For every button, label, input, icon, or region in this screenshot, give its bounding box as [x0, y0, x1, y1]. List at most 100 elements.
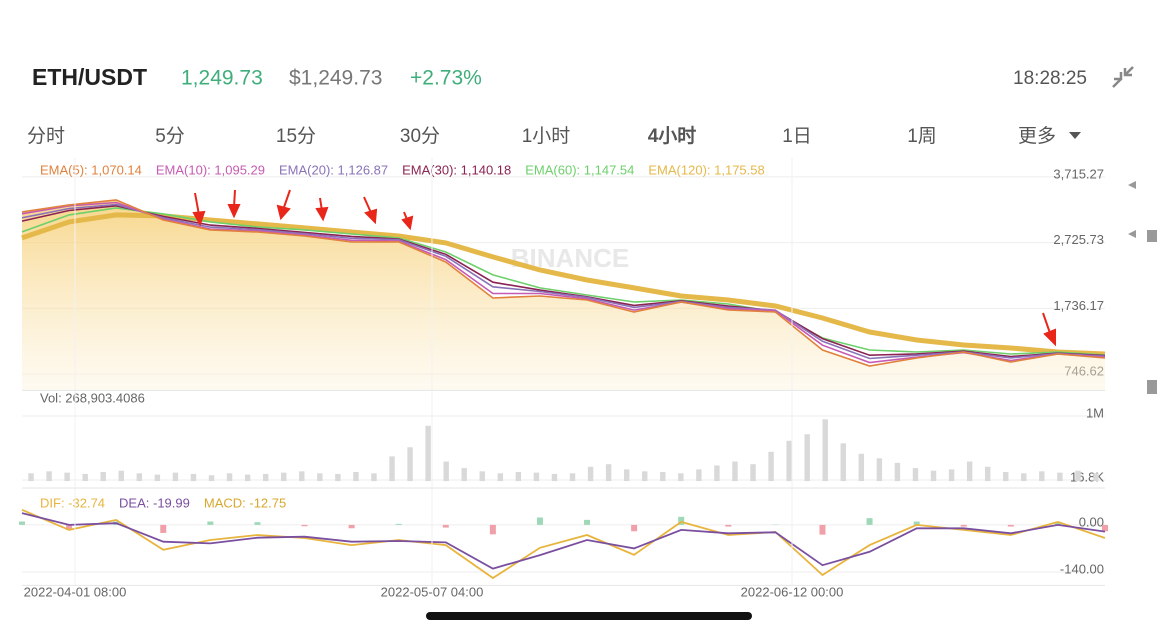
macd-bar — [302, 525, 308, 526]
volume-bar — [82, 474, 87, 481]
volume-bar — [353, 472, 358, 481]
volume-bar — [768, 452, 773, 481]
y-tick-label: 2,725.73 — [1053, 232, 1104, 247]
volume-bar — [64, 473, 69, 481]
volume-bar — [804, 434, 809, 481]
volume-bar — [281, 473, 286, 481]
x-tick-label: 2022-05-07 04:00 — [381, 584, 484, 599]
tab[interactable]: 5分 — [155, 125, 185, 147]
volume-bar — [534, 473, 539, 481]
volume-bar — [588, 467, 593, 481]
legend-entry: MACD: -12.75 — [204, 495, 286, 510]
macd-bar — [725, 525, 731, 527]
macd-line — [22, 510, 1105, 578]
x-tick-label: 2022-04-01 08:00 — [24, 584, 127, 599]
clock: 18:28:25 — [1013, 68, 1087, 89]
macd-bar — [490, 525, 496, 534]
volume-bar — [877, 458, 882, 481]
volume-bar — [967, 462, 972, 482]
macd-bar — [19, 522, 25, 525]
volume-bar — [786, 441, 791, 481]
volume-bar — [101, 472, 106, 481]
macd-bar — [254, 522, 260, 525]
volume-bar — [624, 469, 629, 481]
macd-bar — [349, 525, 355, 528]
tab[interactable]: 1日 — [782, 126, 812, 147]
volume-bar — [750, 464, 755, 481]
tab[interactable]: 30分 — [400, 125, 440, 147]
volume-bar — [173, 473, 178, 481]
home-indicator — [426, 612, 752, 620]
macd-bar — [207, 522, 213, 525]
macd-bar — [1102, 525, 1108, 531]
y-tick-label: 1M — [1086, 405, 1104, 420]
tab[interactable]: 4小时 — [648, 125, 697, 147]
macd-bar — [537, 517, 543, 524]
volume-bar — [985, 467, 990, 481]
volume-bar — [498, 473, 503, 481]
volume-bar — [155, 475, 160, 482]
volume-bar — [137, 473, 142, 481]
y-tick-label: 0.00 — [1079, 514, 1104, 529]
y-tick-label: -140.00 — [1060, 561, 1104, 576]
volume-bar — [696, 469, 701, 481]
macd-bar — [160, 525, 166, 533]
legend-entry: EMA(20): 1,126.87 — [279, 162, 388, 177]
volume-bar — [1075, 471, 1080, 481]
volume-bar — [678, 473, 683, 481]
volume-bar — [371, 473, 376, 481]
volume-bar — [389, 456, 394, 481]
volume-bar — [335, 474, 340, 481]
volume-bar — [859, 454, 864, 481]
volume-bar — [119, 471, 124, 481]
volume-bar — [245, 475, 250, 482]
legend-entry: EMA(10): 1,095.29 — [156, 162, 265, 177]
y-tick-label: 1,736.17 — [1053, 298, 1104, 313]
volume-bar — [462, 468, 467, 481]
volume-bar — [1021, 473, 1026, 481]
volume-bar — [425, 426, 430, 481]
volume-bar — [913, 468, 918, 481]
volume-bar — [443, 462, 448, 482]
legend-entry: DEA: -19.99 — [119, 495, 190, 510]
price: 1,249.73 — [181, 67, 263, 90]
volume-bar — [299, 471, 304, 481]
change: +2.73% — [410, 67, 482, 90]
tab[interactable]: 更多 — [1018, 125, 1056, 147]
tab[interactable]: 1周 — [907, 126, 937, 147]
volume-label: Vol: 268,903.4086 — [40, 390, 145, 405]
volume-bar — [28, 473, 33, 481]
volume-bar — [949, 469, 954, 481]
volume-bar — [263, 474, 268, 481]
volume-bar — [931, 471, 936, 481]
collapse-icon[interactable] — [1113, 67, 1133, 87]
volume-bar — [191, 474, 196, 481]
macd-bar — [1008, 525, 1014, 527]
tab[interactable]: 1小时 — [522, 125, 571, 147]
volume-bar — [46, 471, 51, 481]
macd-bar — [819, 525, 825, 535]
pair: ETH/USDT — [32, 64, 147, 90]
volume-bar — [1093, 473, 1098, 481]
legend-entry: EMA(5): 1,070.14 — [40, 162, 142, 177]
volume-bar — [714, 465, 719, 481]
tab[interactable]: 分时 — [27, 125, 65, 147]
macd-bar — [867, 518, 873, 525]
volume-bar — [516, 472, 521, 481]
volume-bar — [570, 473, 575, 481]
macd-bar — [961, 525, 967, 527]
volume-bar — [732, 462, 737, 482]
volume-bar — [227, 473, 232, 481]
side-handles — [1128, 181, 1157, 394]
volume-bar — [606, 464, 611, 481]
volume-bar — [552, 474, 557, 481]
volume-bar — [407, 447, 412, 481]
macd-bar — [584, 520, 590, 525]
volume-bar — [480, 471, 485, 481]
macd-bar — [443, 525, 449, 528]
volume-bar — [642, 471, 647, 481]
dropdown-icon — [1069, 132, 1081, 139]
tab[interactable]: 15分 — [276, 125, 316, 147]
macd-bar — [631, 525, 637, 531]
